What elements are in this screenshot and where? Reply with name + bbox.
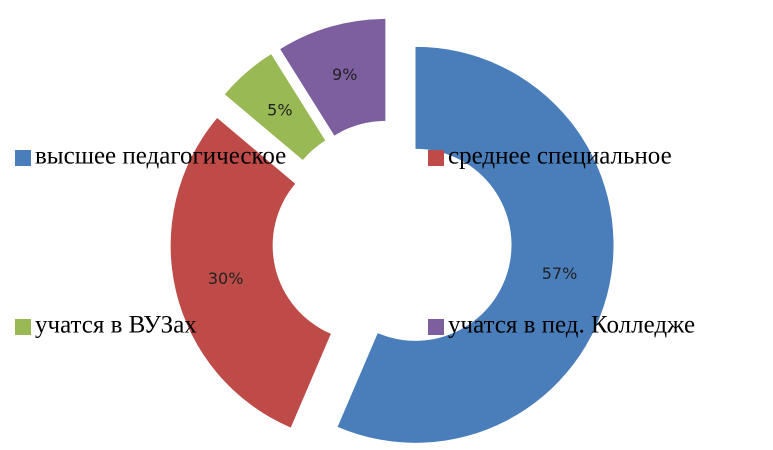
legend-swatch	[428, 319, 444, 335]
legend-swatch	[15, 319, 31, 335]
data-label: 57%	[542, 264, 578, 283]
slice	[170, 118, 331, 428]
slice	[224, 54, 326, 161]
slice	[337, 46, 614, 443]
data-label: 5%	[267, 100, 292, 119]
legend-label: высшее педагогическое	[35, 143, 286, 170]
data-label: 9%	[332, 65, 357, 84]
slice	[280, 18, 386, 136]
data-label: 30%	[208, 269, 244, 288]
legend-label: среднее специальное	[448, 143, 672, 170]
legend-label: учатся в ВУЗах	[35, 312, 197, 339]
legend-swatch	[15, 150, 31, 166]
legend-label: учатся в пед. Колледже	[448, 312, 695, 339]
legend-swatch	[428, 150, 444, 166]
